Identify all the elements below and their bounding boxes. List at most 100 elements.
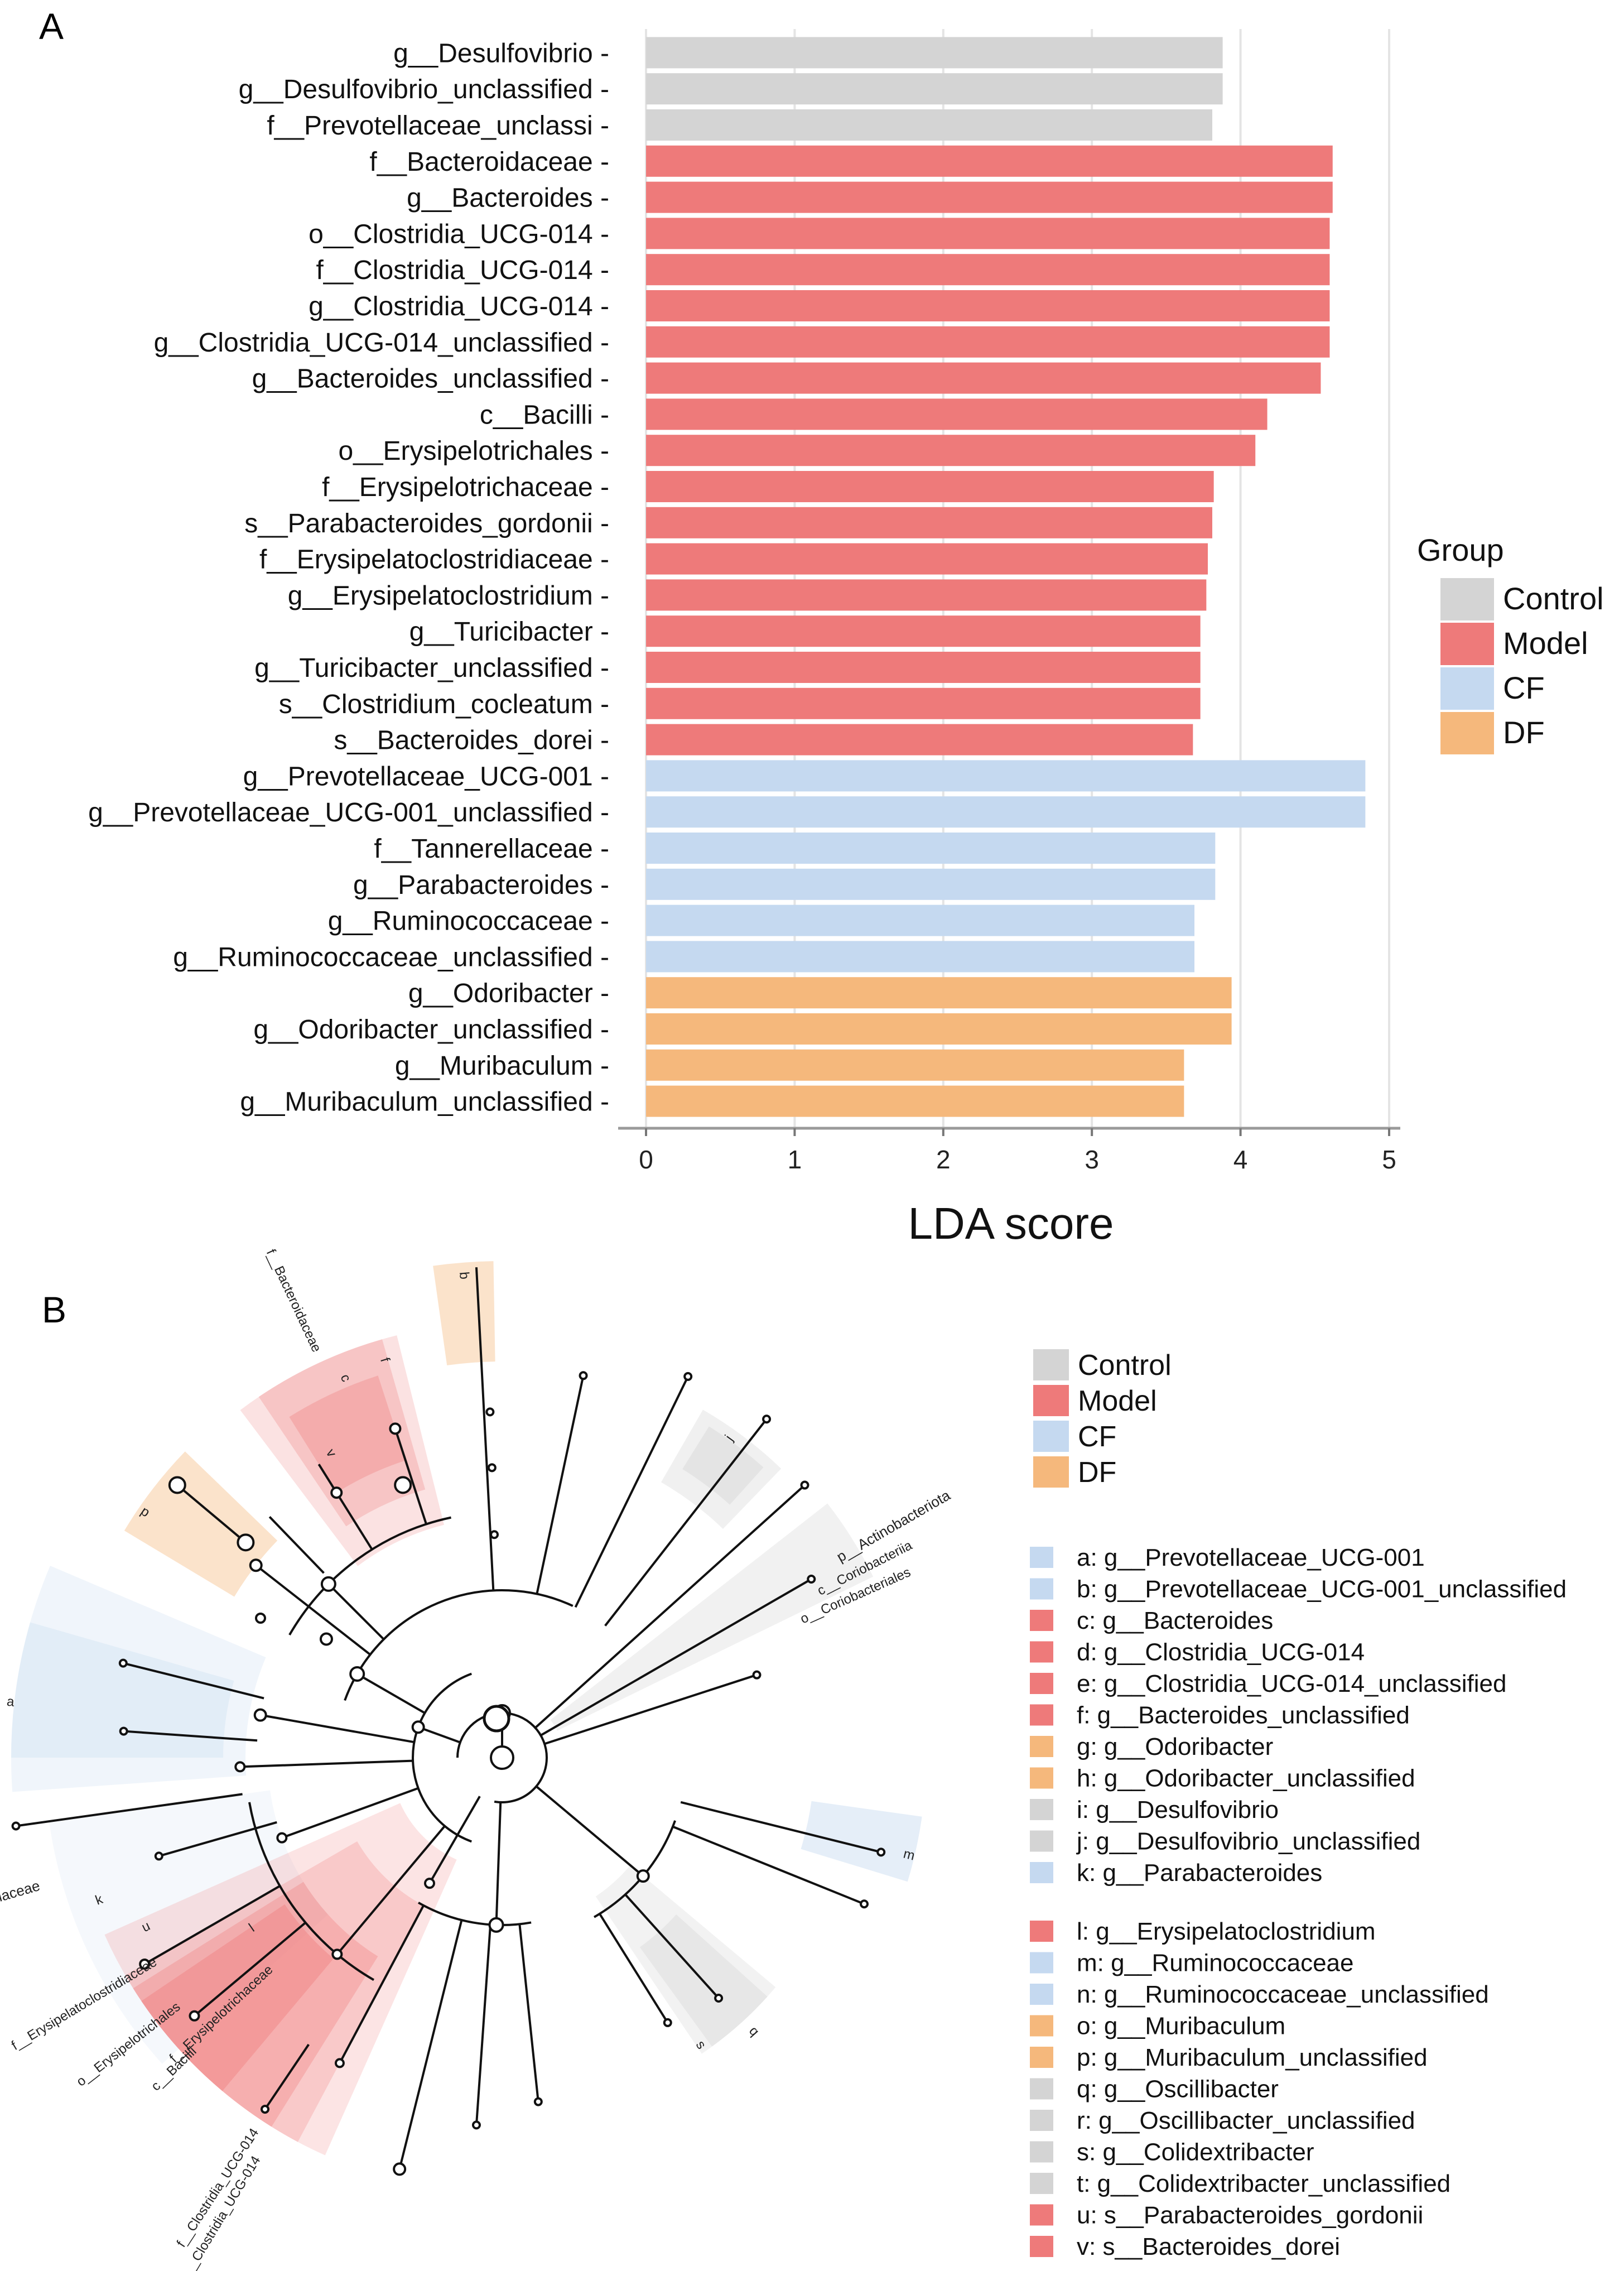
legend-title: Group <box>1417 532 1504 567</box>
bar-label: s__Parabacteroides_gordonii - <box>244 509 609 538</box>
x-tick-label: 0 <box>639 1145 653 1174</box>
branch-arc <box>418 1902 532 1926</box>
key-swatch <box>1030 2078 1053 2100</box>
bar-label: f__Bacteroidaceae - <box>369 147 609 177</box>
legend-label: DF <box>1503 715 1545 750</box>
bar <box>646 904 1195 936</box>
node <box>276 1832 288 1844</box>
key-label: g: g__Odoribacter <box>1077 1733 1273 1760</box>
clado-legend-label: Model <box>1078 1385 1157 1417</box>
x-axis-title: LDA score <box>908 1199 1114 1248</box>
bar <box>646 579 1207 611</box>
bar-label: g__Muribaculum - <box>395 1051 609 1081</box>
clado-legend-swatch <box>1033 1421 1069 1452</box>
node <box>319 1632 333 1646</box>
clade-label: b <box>456 1271 472 1280</box>
bar-label: f__Erysipelotrichaceae - <box>322 473 609 502</box>
clade-highlight <box>11 1622 234 1758</box>
bar <box>646 507 1212 538</box>
key-swatch <box>1030 2047 1053 2068</box>
bar-label: g__Clostridia_UCG-014_unclassified - <box>154 328 609 358</box>
node <box>189 2010 200 2022</box>
branch <box>536 1375 585 1594</box>
bar-label: g__Bacteroides_unclassified - <box>252 364 609 394</box>
key-swatch <box>1030 2110 1053 2131</box>
legend-label: CF <box>1503 670 1545 705</box>
branch-arc <box>494 1757 548 1803</box>
key-label: u: s__Parabacteroides_gordonii <box>1077 2202 1423 2229</box>
bar <box>646 615 1201 647</box>
clade-highlight <box>801 1801 922 1882</box>
x-tick-label: 5 <box>1382 1145 1396 1174</box>
bar-label: o__Erysipelotrichales - <box>338 436 609 466</box>
bar-label: o__Clostridia_UCG-014 - <box>309 219 609 249</box>
clado-legend-swatch <box>1033 1456 1069 1488</box>
node <box>261 2105 270 2114</box>
clade-highlight <box>141 1904 334 2091</box>
key-label: r: g__Oscillibacter_unclassified <box>1077 2107 1415 2134</box>
clade-highlight <box>104 1803 457 2155</box>
key-swatch <box>1030 1673 1053 1694</box>
branch <box>495 1802 502 1925</box>
key-label: b: g__Prevotellaceae_UCG-001_unclassifie… <box>1077 1576 1567 1603</box>
x-tick-label: 1 <box>788 1145 802 1174</box>
bar-label: g__Ruminococcaceae - <box>328 907 609 936</box>
clade-highlight <box>240 1335 444 1566</box>
clade-highlight <box>125 1841 424 2142</box>
legend-label: Model <box>1503 626 1588 661</box>
node <box>663 2018 672 2027</box>
bar-label: g__Desulfovibrio_unclassified - <box>239 75 609 104</box>
node <box>389 1422 402 1435</box>
key-swatch <box>1030 1641 1053 1663</box>
branch <box>599 1913 669 2023</box>
bar-label: g__Odoribacter - <box>408 979 609 1008</box>
clado-legend-swatch <box>1033 1385 1069 1416</box>
node <box>762 1414 772 1424</box>
key-label: n: g__Ruminococcaceae_unclassified <box>1077 1981 1489 2008</box>
key-label: a: g__Prevotellaceae_UCG-001 <box>1077 1544 1425 1571</box>
bar-label: g__Turicibacter_unclassified - <box>254 653 609 683</box>
node <box>636 1869 650 1883</box>
branch <box>176 1484 247 1543</box>
branch <box>624 1893 720 1999</box>
bar <box>646 73 1223 105</box>
branch <box>680 1801 881 1854</box>
bar <box>646 109 1212 141</box>
bar-label: f__Erysipelatoclostridiaceae - <box>259 545 609 575</box>
key-swatch <box>1030 2236 1053 2257</box>
key-swatch <box>1030 1547 1053 1568</box>
key-swatch <box>1030 2173 1053 2194</box>
bar <box>646 760 1366 792</box>
bar <box>646 833 1216 864</box>
bar-label: g__Bacteroides - <box>407 184 609 213</box>
clade-label: a <box>6 1694 16 1710</box>
key-label: s: g__Colidextribacter <box>1077 2139 1314 2166</box>
branch <box>255 1564 371 1656</box>
key-swatch <box>1030 1830 1053 1852</box>
bar <box>646 181 1333 213</box>
bar-label: g__Odoribacter_unclassified - <box>253 1015 609 1045</box>
bar-label: g__Prevotellaceae_UCG-001 - <box>243 762 609 791</box>
branch <box>604 1418 768 1627</box>
node <box>807 1575 816 1584</box>
branch-arc <box>412 1672 472 1843</box>
node <box>11 1821 21 1831</box>
key-swatch <box>1030 2204 1053 2226</box>
bar-label: s__Bacteroides_dorei - <box>334 726 609 756</box>
root-node <box>483 1705 510 1733</box>
node <box>237 1533 255 1552</box>
bar <box>646 290 1330 321</box>
key-label: c: g__Bacteroides <box>1077 1607 1273 1634</box>
node <box>119 1726 128 1736</box>
key-label: k: g__Parabacteroides <box>1077 1859 1322 1887</box>
node <box>330 1486 343 1499</box>
branch-arc <box>344 1589 574 1701</box>
key-swatch <box>1030 1767 1053 1789</box>
node <box>394 1476 412 1494</box>
bar <box>646 218 1330 249</box>
branch <box>574 1376 689 1608</box>
node <box>349 1666 365 1682</box>
bar-label: g__Muribaculum_unclassified - <box>240 1088 609 1117</box>
